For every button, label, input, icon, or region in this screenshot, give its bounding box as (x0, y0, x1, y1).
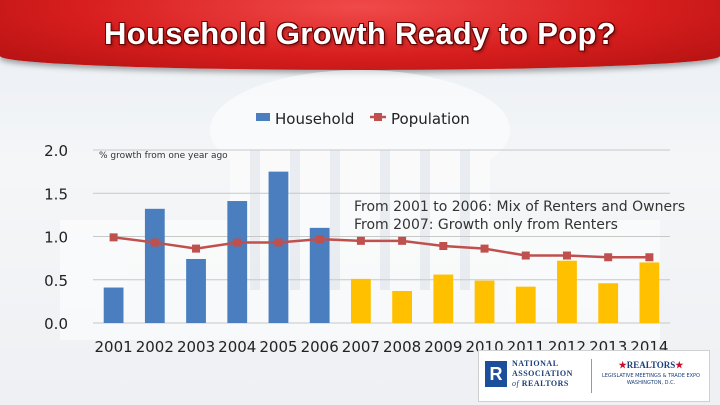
realtors-logo-text: ★REALTORS★ (597, 360, 705, 371)
household-bar (474, 280, 495, 323)
y-tick-label: 1.0 (44, 229, 68, 247)
population-point (356, 236, 365, 245)
legislative-meetings-text: LEGISLATIVE MEETINGS & TRADE EXPO WASHIN… (597, 373, 705, 387)
population-point (562, 251, 571, 260)
population-point (233, 238, 242, 247)
population-point (192, 244, 201, 253)
household-bar (557, 260, 577, 323)
household-bar (144, 208, 165, 323)
y-tick-label: 2.0 (44, 142, 68, 160)
x-tick-label: 2009 (424, 338, 462, 356)
household-bar (515, 286, 536, 323)
legis-line-2: WASHINGTON, D.C. (626, 380, 676, 386)
logo-separator (591, 359, 592, 393)
x-tick-label: 2004 (218, 338, 256, 356)
x-tick-label: 2003 (177, 338, 215, 356)
star-icon: ★ (618, 360, 627, 370)
legend-population-marker (374, 113, 382, 121)
population-point (109, 233, 118, 242)
slide-title: Household Growth Ready to Pop? (104, 16, 616, 51)
nar-of: of (512, 379, 520, 388)
y-tick-label: 0.0 (44, 315, 68, 333)
title-banner (0, 0, 720, 70)
nar-line-1: NATIONAL (512, 359, 559, 368)
household-bar (639, 262, 660, 323)
population-point (398, 236, 407, 245)
population-point (439, 242, 448, 251)
chart-subtitle: % growth from one year ago (99, 151, 228, 161)
annotation-line-1: From 2001 to 2006: Mix of Renters and Ow… (354, 199, 685, 215)
x-tick-label: 2008 (383, 338, 421, 356)
annotation-line-2: From 2007: Growth only from Renters (354, 217, 618, 233)
nar-line-2: ASSOCIATION (512, 369, 573, 378)
x-tick-label: 2007 (342, 338, 380, 356)
nar-logo-text: NATIONAL ASSOCIATION of REALTORS (512, 359, 573, 389)
x-tick-label: 2002 (136, 338, 174, 356)
realtor-r-logo: R (485, 361, 507, 387)
household-bar (433, 274, 454, 323)
household-bar (392, 290, 412, 323)
logo-panel: R NATIONAL ASSOCIATION of REALTORS ★REAL… (478, 350, 710, 402)
household-bar (309, 227, 330, 323)
population-point (274, 238, 283, 247)
x-tick-label: 2006 (301, 338, 339, 356)
household-bar (598, 283, 619, 323)
legend-household-label: Household (275, 110, 354, 128)
household-bar (268, 171, 289, 323)
nar-line-3: REALTORS (521, 379, 569, 388)
x-tick-label: 2001 (95, 338, 133, 356)
legend-population-label: Population (391, 110, 470, 128)
household-bar (103, 287, 124, 323)
legend-household-swatch (256, 113, 270, 121)
population-point (480, 244, 489, 253)
household-bar (227, 201, 248, 323)
realtors-word: REALTORS (626, 360, 676, 370)
x-tick-label: 2005 (259, 338, 297, 356)
population-point (315, 235, 324, 244)
y-tick-label: 1.5 (44, 185, 68, 203)
legis-line-1: LEGISLATIVE MEETINGS & TRADE EXPO (601, 373, 700, 379)
population-line (113, 236, 650, 259)
population-point (604, 253, 613, 262)
population-point (645, 253, 654, 262)
star-icon: ★ (675, 360, 684, 370)
population-point (521, 251, 530, 260)
household-bar (186, 258, 206, 323)
household-bar (351, 278, 371, 323)
population-point (150, 238, 159, 247)
y-tick-label: 0.5 (44, 272, 68, 290)
